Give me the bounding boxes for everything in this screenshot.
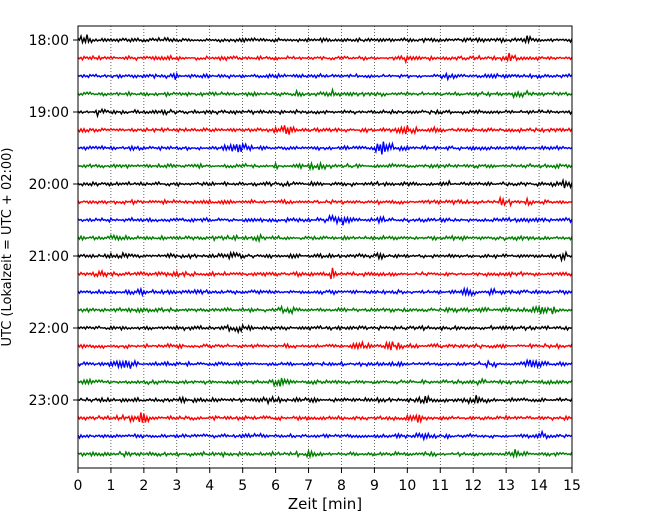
x-tick-label: 8 <box>337 478 346 494</box>
x-tick-label: 6 <box>271 478 280 494</box>
trace-line <box>77 177 573 190</box>
y-tick-label: 18:00 <box>29 33 69 49</box>
trace-line <box>77 304 573 316</box>
x-tick-label: 1 <box>106 478 115 494</box>
plot-frame <box>77 25 573 469</box>
y-tick-label: 20:00 <box>29 177 69 193</box>
trace-line <box>77 87 573 100</box>
trace-line <box>77 357 573 370</box>
trace-line <box>77 412 573 425</box>
x-tick-label: 9 <box>370 478 379 494</box>
trace-line <box>77 33 573 46</box>
x-tick-label: 10 <box>398 478 416 494</box>
trace-line <box>77 250 573 263</box>
x-tick-label: 13 <box>497 478 515 494</box>
x-tick-label: 2 <box>139 478 148 494</box>
trace-line <box>77 124 573 136</box>
x-tick-label: 14 <box>530 478 548 494</box>
x-tick-label: 0 <box>74 478 83 494</box>
trace-line <box>77 339 573 352</box>
trace-line <box>77 429 573 442</box>
x-tick-label: 7 <box>304 478 313 494</box>
x-tick-label: 11 <box>431 478 449 494</box>
y-tick-label: 19:00 <box>29 105 69 121</box>
y-tick-label: 21:00 <box>29 249 69 265</box>
trace-line <box>77 394 573 406</box>
trace-line <box>77 448 573 460</box>
trace-line <box>77 71 573 82</box>
y-tick-label: 23:00 <box>29 393 69 409</box>
trace-line <box>77 52 573 65</box>
trace-line <box>77 286 573 298</box>
y-axis: 18:00 19:00 20:00 21:00 22:00 23:00 <box>29 33 78 409</box>
x-axis-label: Zeit [min] <box>288 495 362 513</box>
x-tick-label: 5 <box>238 478 247 494</box>
trace-line <box>77 323 573 335</box>
x-tick-label: 4 <box>205 478 214 494</box>
y-axis-label: UTC (Lokalzeit = UTC + 02:00) <box>0 148 15 347</box>
trace-line <box>77 141 573 155</box>
x-tick-label: 12 <box>464 478 482 494</box>
trace-line <box>77 107 573 119</box>
trace-group <box>77 33 573 460</box>
trace-line <box>77 160 573 172</box>
x-axis: 0 1 2 3 4 5 6 7 8 9 10 11 12 13 14 15 <box>74 468 581 494</box>
y-tick-label: 22:00 <box>29 321 69 337</box>
trace-line <box>77 232 573 244</box>
trace-line <box>77 213 573 226</box>
x-tick-label: 3 <box>172 478 181 494</box>
trace-line <box>77 377 573 388</box>
trace-line <box>77 267 573 280</box>
x-tick-label: 15 <box>563 478 581 494</box>
trace-line <box>77 195 573 208</box>
